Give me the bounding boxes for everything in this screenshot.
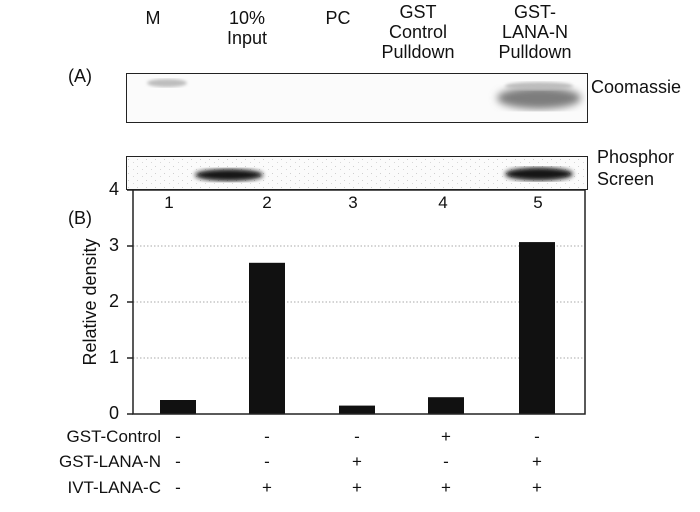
condition-sign: + bbox=[441, 427, 451, 446]
bar-lane-2 bbox=[249, 262, 285, 414]
condition-sign: + bbox=[262, 478, 272, 497]
condition-sign: - bbox=[175, 478, 181, 497]
phosphor-blot bbox=[126, 156, 588, 190]
bars bbox=[160, 242, 555, 414]
phosphor-blot-image bbox=[127, 157, 586, 188]
y-tick-label: 0 bbox=[108, 403, 119, 423]
condition-label: GST-Control bbox=[66, 427, 161, 446]
panel-b-label: (B) bbox=[68, 208, 92, 228]
y-tick-label: 3 bbox=[108, 235, 119, 255]
y-ticks bbox=[127, 189, 133, 415]
condition-sign: + bbox=[532, 478, 542, 497]
bar-lane-1 bbox=[160, 400, 196, 414]
condition-sign: - bbox=[534, 427, 540, 446]
phosphor-band-lane2 bbox=[195, 169, 263, 181]
condition-sign: + bbox=[532, 452, 542, 471]
y-tick-label: 2 bbox=[108, 291, 119, 311]
lane-number-1: 1 bbox=[164, 193, 174, 212]
condition-sign: - bbox=[443, 452, 449, 471]
condition-sign: - bbox=[264, 452, 270, 471]
condition-label: IVT-LANA-C bbox=[67, 478, 161, 497]
condition-sign: + bbox=[352, 452, 362, 471]
bar-lane-3 bbox=[339, 405, 375, 414]
lane-number-5: 5 bbox=[533, 193, 543, 212]
phosphor-label: Phosphor Screen bbox=[597, 147, 675, 189]
condition-sign: + bbox=[441, 478, 451, 497]
lane-number-4: 4 bbox=[438, 193, 448, 212]
lane-header-4: GST Control Pulldown bbox=[381, 2, 455, 62]
lane-header-3: PC bbox=[325, 8, 351, 28]
lane-number-3: 3 bbox=[348, 193, 358, 212]
y-tick-label: 4 bbox=[108, 179, 119, 199]
marker-band bbox=[147, 79, 187, 87]
y-tick-label: 1 bbox=[108, 347, 119, 367]
gridlines bbox=[133, 245, 585, 359]
lane-header-5: GST- LANA-N Pulldown bbox=[498, 2, 572, 62]
lane-header-1: M bbox=[145, 8, 161, 28]
phosphor-band-lane5 bbox=[505, 167, 573, 181]
lane-number-2: 2 bbox=[262, 193, 272, 212]
coomassie-band-lane5 bbox=[497, 87, 581, 109]
condition-label: GST-LANA-N bbox=[58, 452, 161, 471]
panel-a-label: (A) bbox=[68, 66, 92, 86]
bar-lane-4 bbox=[428, 397, 464, 414]
condition-sign: - bbox=[175, 427, 181, 446]
condition-sign: - bbox=[175, 452, 181, 471]
coomassie-blot-image bbox=[147, 79, 581, 109]
coomassie-blot bbox=[126, 73, 588, 123]
coomassie-label: Coomassie bbox=[591, 77, 682, 97]
condition-sign: - bbox=[264, 427, 270, 446]
condition-sign: - bbox=[354, 427, 360, 446]
bar-lane-5 bbox=[519, 242, 555, 414]
condition-sign: + bbox=[352, 478, 362, 497]
lane-header-2: 10% Input bbox=[226, 8, 268, 48]
